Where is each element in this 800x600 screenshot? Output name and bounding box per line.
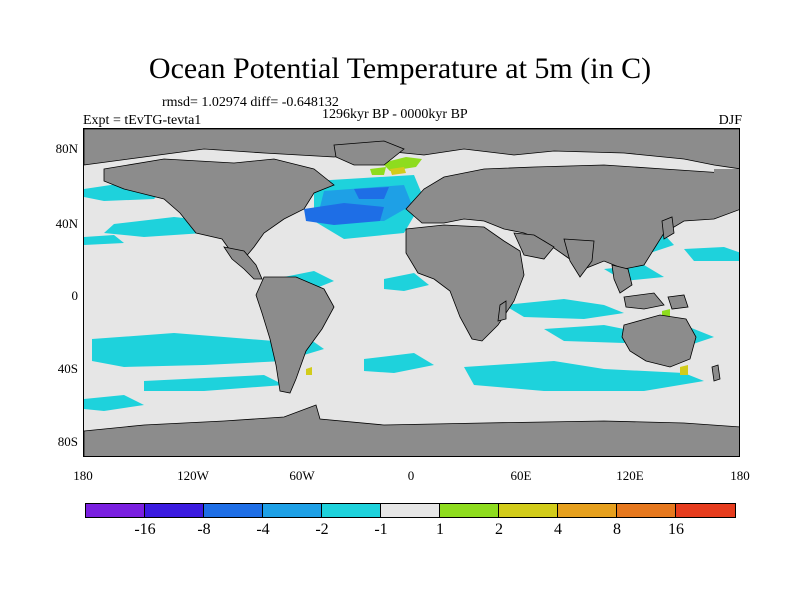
colorbar-label: 2: [495, 521, 503, 538]
colorbar-label: 1: [436, 521, 444, 538]
colorbar-label: -2: [315, 521, 329, 538]
world-map: [84, 129, 739, 456]
rmsd-diff-stats: rmsd= 1.02974 diff= -0.648132: [162, 95, 339, 110]
colorbar-swatch: [263, 504, 322, 517]
colorbar-swatch: [440, 504, 499, 517]
colorbar-swatch: [322, 504, 381, 517]
map-frame: [83, 128, 740, 457]
colorbar-label: -8: [197, 521, 211, 538]
colorbar-label: 16: [668, 521, 684, 538]
y-tick-0: 0: [71, 288, 79, 303]
land-masses: [84, 129, 739, 456]
map-title: Ocean Potential Temperature at 5m (in C): [148, 52, 652, 85]
x-tick-120w: 120W: [177, 468, 209, 483]
y-tick-40s: 40S: [57, 361, 78, 376]
colorbar-label: -16: [134, 521, 156, 538]
colorbar-label: 8: [613, 521, 621, 538]
experiment-label: Expt = tEvTG-tevta1: [83, 113, 202, 128]
season-label: DJF: [718, 113, 742, 128]
anomaly-regions-darkblue: [304, 187, 389, 225]
colorbar-label: 4: [554, 521, 562, 538]
colorbar-swatch: [381, 504, 440, 517]
x-tick-60e: 60E: [510, 468, 532, 483]
colorbar-label: -4: [256, 521, 270, 538]
y-tick-80s: 80S: [57, 434, 78, 449]
colorbar-swatch: [145, 504, 204, 517]
x-tick-60w: 60W: [289, 468, 315, 483]
colorbar-swatch: [86, 504, 145, 517]
y-tick-40n: 40N: [55, 216, 78, 231]
colorbar-swatch: [676, 504, 735, 517]
colorbar-swatch: [617, 504, 676, 517]
colorbar-swatch: [204, 504, 263, 517]
y-tick-80n: 80N: [55, 141, 78, 156]
x-tick-180w: 180: [73, 468, 93, 483]
land-edge-east: [714, 169, 739, 209]
x-tick-0: 0: [407, 468, 415, 483]
colorbar-label: -1: [374, 521, 388, 538]
time-period: 1296kyr BP - 0000kyr BP: [322, 107, 468, 122]
x-tick-120e: 120E: [616, 468, 644, 483]
colorbar: [85, 503, 736, 518]
colorbar-swatch: [499, 504, 558, 517]
colorbar-swatch: [558, 504, 617, 517]
x-tick-180e: 180: [730, 468, 750, 483]
